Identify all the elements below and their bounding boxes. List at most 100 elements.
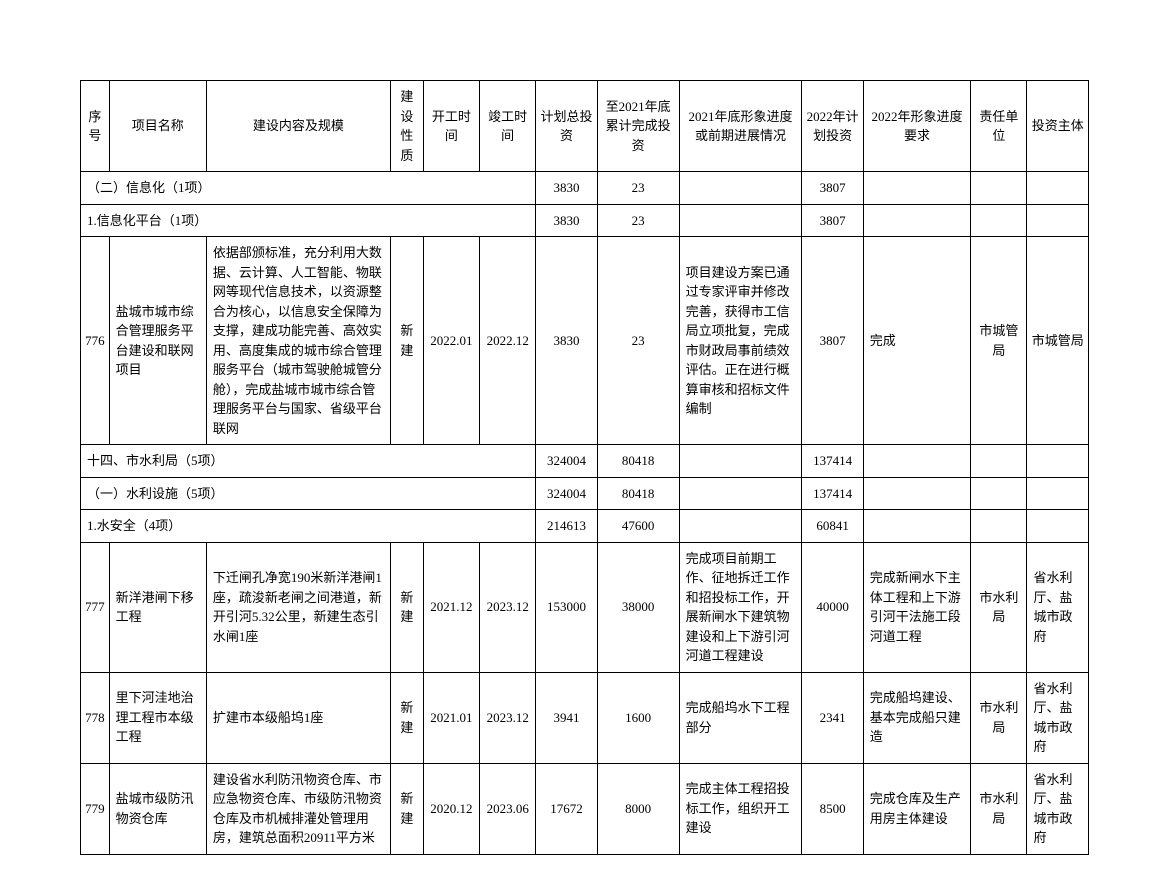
table-row: 778 里下河洼地治理工程市本级工程 扩建市本级船坞1座 新建 2021.01 … — [81, 672, 1089, 763]
header-name: 项目名称 — [109, 81, 206, 172]
header-cumul: 至2021年底累计完成投资 — [597, 81, 679, 172]
cell-content: 建设省水利防汛物资仓库、市应急物资仓库、市级防汛物资仓库及市机械排灌处管理用房，… — [206, 763, 390, 854]
cell-nature: 新建 — [391, 237, 424, 445]
cell-unit: 市水利局 — [971, 542, 1027, 672]
header-nature: 建设性质 — [391, 81, 424, 172]
cell-cumul: 23 — [597, 237, 679, 445]
cell-start: 2021.01 — [423, 672, 479, 763]
cell-investor: 省水利厅、盐城市政府 — [1027, 763, 1089, 854]
cell-unit: 市水利局 — [971, 763, 1027, 854]
cell-total: 153000 — [536, 542, 597, 672]
section-blank — [971, 172, 1027, 205]
cell-end: 2023.06 — [480, 763, 536, 854]
section-title: （二）信息化（1项） — [81, 172, 536, 205]
section-row: 十四、市水利局（5项） 324004 80418 137414 — [81, 445, 1089, 478]
cell-nature: 新建 — [391, 672, 424, 763]
section-total: 324004 — [536, 445, 597, 478]
section-row: （一）水利设施（5项） 324004 80418 137414 — [81, 477, 1089, 510]
section-blank — [679, 510, 802, 543]
section-cumul: 80418 — [597, 477, 679, 510]
section-title: 十四、市水利局（5项） — [81, 445, 536, 478]
table-row: 776 盐城市城市综合管理服务平台建设和联网项目 依据部颁标准，充分利用大数据、… — [81, 237, 1089, 445]
header-content: 建设内容及规模 — [206, 81, 390, 172]
header-row: 序号 项目名称 建设内容及规模 建设性质 开工时间 竣工时间 计划总投资 至20… — [81, 81, 1089, 172]
cell-nature: 新建 — [391, 763, 424, 854]
section-cumul: 80418 — [597, 445, 679, 478]
cell-progress2021: 项目建设方案已通过专家评审并修改完善，获得市工信局立项批复，完成市财政局事前绩效… — [679, 237, 802, 445]
cell-progress2021: 完成船坞水下工程部分 — [679, 672, 802, 763]
section-blank — [1027, 510, 1089, 543]
cell-cumul: 38000 — [597, 542, 679, 672]
section-plan2022: 3807 — [802, 204, 863, 237]
cell-num: 778 — [81, 672, 110, 763]
cell-name: 里下河洼地治理工程市本级工程 — [109, 672, 206, 763]
section-blank — [971, 510, 1027, 543]
cell-plan2022: 2341 — [802, 672, 863, 763]
section-blank — [863, 172, 970, 205]
cell-start: 2020.12 — [423, 763, 479, 854]
header-investor: 投资主体 — [1027, 81, 1089, 172]
cell-content: 扩建市本级船坞1座 — [206, 672, 390, 763]
section-blank — [1027, 445, 1089, 478]
header-total: 计划总投资 — [536, 81, 597, 172]
cell-name: 盐城市城市综合管理服务平台建设和联网项目 — [109, 237, 206, 445]
section-plan2022: 60841 — [802, 510, 863, 543]
section-row: 1.信息化平台（1项） 3830 23 3807 — [81, 204, 1089, 237]
section-blank — [679, 204, 802, 237]
cell-req2022: 完成 — [863, 237, 970, 445]
section-blank — [1027, 204, 1089, 237]
cell-start: 2021.12 — [423, 542, 479, 672]
cell-unit: 市城管局 — [971, 237, 1027, 445]
section-plan2022: 137414 — [802, 477, 863, 510]
cell-cumul: 1600 — [597, 672, 679, 763]
table-row: 777 新洋港闸下移工程 下迁闸孔净宽190米新洋港闸1座，疏浚新老闸之间港道，… — [81, 542, 1089, 672]
section-total: 214613 — [536, 510, 597, 543]
cell-cumul: 8000 — [597, 763, 679, 854]
section-total: 3830 — [536, 204, 597, 237]
cell-req2022: 完成仓库及生产用房主体建设 — [863, 763, 970, 854]
cell-total: 3941 — [536, 672, 597, 763]
cell-total: 17672 — [536, 763, 597, 854]
section-blank — [863, 204, 970, 237]
section-total: 3830 — [536, 172, 597, 205]
section-title: 1.信息化平台（1项） — [81, 204, 536, 237]
cell-investor: 市城管局 — [1027, 237, 1089, 445]
cell-content: 下迁闸孔净宽190米新洋港闸1座，疏浚新老闸之间港道，新开引河5.32公里，新建… — [206, 542, 390, 672]
header-start: 开工时间 — [423, 81, 479, 172]
header-end: 竣工时间 — [480, 81, 536, 172]
section-cumul: 23 — [597, 204, 679, 237]
cell-num: 779 — [81, 763, 110, 854]
cell-progress2021: 完成项目前期工作、征地拆迁工作和招投标工作，开展新闸水下建筑物建设和上下游引河河… — [679, 542, 802, 672]
section-blank — [971, 477, 1027, 510]
header-plan2022: 2022年计划投资 — [802, 81, 863, 172]
section-row: 1.水安全（4项） 214613 47600 60841 — [81, 510, 1089, 543]
header-unit: 责任单位 — [971, 81, 1027, 172]
cell-investor: 省水利厅、盐城市政府 — [1027, 672, 1089, 763]
header-num: 序号 — [81, 81, 110, 172]
header-progress2021: 2021年底形象进度或前期进展情况 — [679, 81, 802, 172]
section-plan2022: 3807 — [802, 172, 863, 205]
cell-unit: 市水利局 — [971, 672, 1027, 763]
section-total: 324004 — [536, 477, 597, 510]
section-plan2022: 137414 — [802, 445, 863, 478]
section-blank — [679, 445, 802, 478]
cell-plan2022: 3807 — [802, 237, 863, 445]
cell-total: 3830 — [536, 237, 597, 445]
project-table: 序号 项目名称 建设内容及规模 建设性质 开工时间 竣工时间 计划总投资 至20… — [80, 80, 1089, 855]
cell-num: 777 — [81, 542, 110, 672]
cell-req2022: 完成船坞建设、基本完成船只建造 — [863, 672, 970, 763]
cell-name: 盐城市级防汛物资仓库 — [109, 763, 206, 854]
section-blank — [971, 204, 1027, 237]
section-title: （一）水利设施（5项） — [81, 477, 536, 510]
section-blank — [679, 172, 802, 205]
section-cumul: 47600 — [597, 510, 679, 543]
section-blank — [971, 445, 1027, 478]
section-cumul: 23 — [597, 172, 679, 205]
header-req2022: 2022年形象进度要求 — [863, 81, 970, 172]
cell-name: 新洋港闸下移工程 — [109, 542, 206, 672]
cell-nature: 新建 — [391, 542, 424, 672]
cell-investor: 省水利厅、盐城市政府 — [1027, 542, 1089, 672]
cell-end: 2023.12 — [480, 672, 536, 763]
cell-progress2021: 完成主体工程招投标工作，组织开工建设 — [679, 763, 802, 854]
section-blank — [1027, 477, 1089, 510]
